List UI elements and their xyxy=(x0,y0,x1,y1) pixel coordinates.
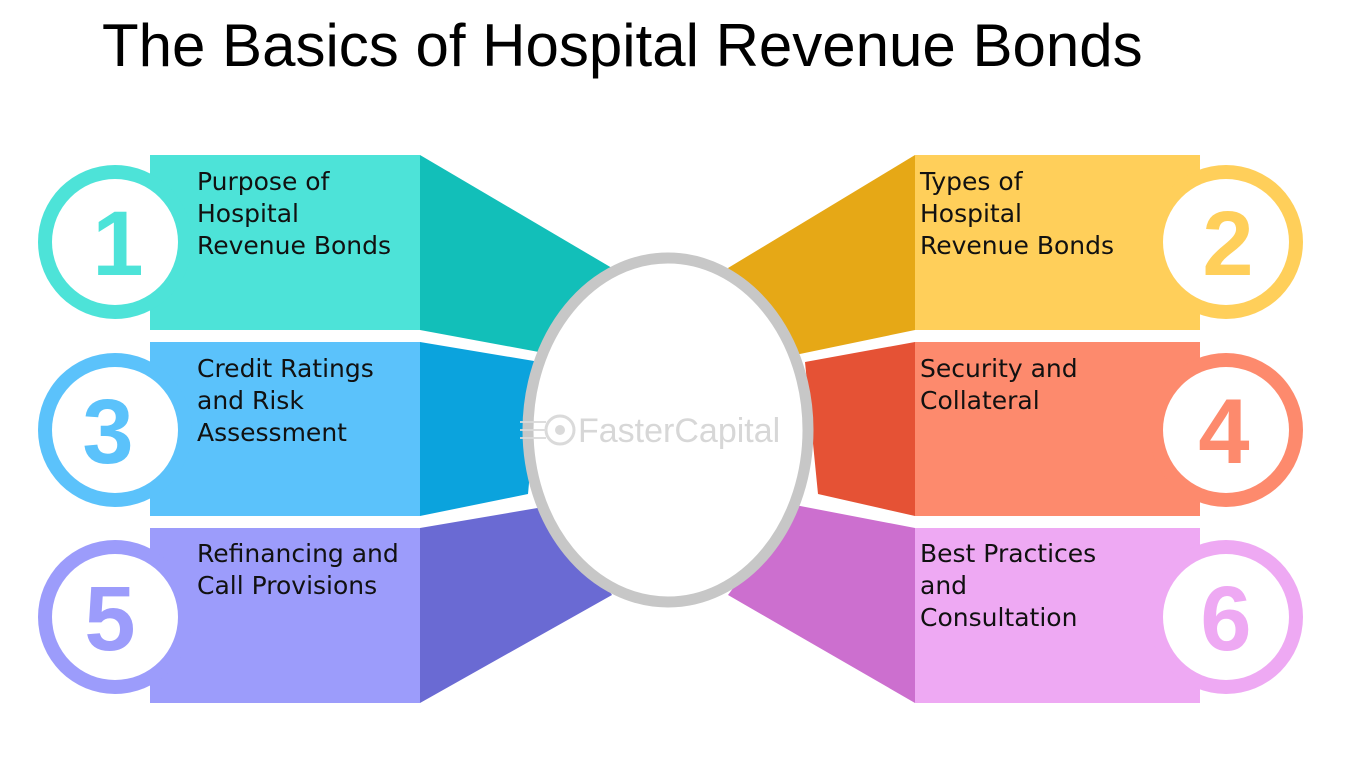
item-3-funnel xyxy=(420,342,540,516)
item-1-funnel xyxy=(420,155,612,355)
item-6-number: 6 xyxy=(1200,568,1251,670)
item-1-label-line-1: Purpose of xyxy=(197,167,331,196)
item-3-label-line-2: and Risk xyxy=(197,386,304,415)
item-2-label-line-2: Hospital xyxy=(920,199,1022,228)
item-2: 2 Types of Hospital Revenue Bonds xyxy=(728,155,1303,355)
item-5-disc xyxy=(52,554,178,680)
item-3-label-line-1: Credit Ratings xyxy=(197,354,374,383)
item-3-disc xyxy=(52,367,178,493)
item-4-funnel xyxy=(805,342,915,516)
item-4-label-line-1: Security and xyxy=(920,354,1078,383)
item-4-number: 4 xyxy=(1198,381,1249,483)
item-6: 6 Best Practices and Consultation xyxy=(728,505,1303,703)
item-6-label-line-2: and xyxy=(920,571,967,600)
item-5-label: Refinancing and Call Provisions xyxy=(197,539,407,600)
item-2-label-line-3: Revenue Bonds xyxy=(920,231,1114,260)
item-4-label: Security and Collateral xyxy=(920,354,1086,415)
item-2-funnel xyxy=(728,155,915,355)
center-hub: FasterCapital xyxy=(520,252,814,608)
item-3-band xyxy=(150,342,420,516)
item-2-number: 2 xyxy=(1202,193,1253,295)
item-6-funnel xyxy=(728,505,915,703)
item-3-number: 3 xyxy=(82,381,133,483)
item-6-disc xyxy=(1163,554,1289,680)
item-2-disc xyxy=(1163,179,1289,305)
item-3-label: Credit Ratings and Risk Assessment xyxy=(197,354,382,447)
item-1-number: 1 xyxy=(92,193,143,295)
item-1-label-line-3: Revenue Bonds xyxy=(197,231,391,260)
item-5-band xyxy=(150,528,420,703)
item-5-number: 5 xyxy=(84,568,135,670)
item-4: 4 Security and Collateral xyxy=(805,342,1303,516)
item-5-funnel xyxy=(420,505,612,703)
item-6-label-line-1: Best Practices xyxy=(920,539,1096,568)
item-1: 1 Purpose of Hospital Revenue Bonds xyxy=(38,155,612,355)
item-1-band xyxy=(150,155,420,330)
item-1-label-line-2: Hospital xyxy=(197,199,299,228)
watermark-logo-icon xyxy=(520,414,576,446)
watermark: FasterCapital xyxy=(578,412,780,450)
item-6-label: Best Practices and Consultation xyxy=(920,539,1104,632)
item-4-disc xyxy=(1163,367,1289,493)
item-1-disc xyxy=(52,179,178,305)
item-6-label-line-3: Consultation xyxy=(920,603,1077,632)
item-5-label-line-2: Call Provisions xyxy=(197,571,377,600)
item-3: 3 Credit Ratings and Risk Assessment xyxy=(38,342,540,516)
item-5: 5 Refinancing and Call Provisions xyxy=(38,505,612,703)
item-4-label-line-2: Collateral xyxy=(920,386,1040,415)
diagram-title: The Basics of Hospital Revenue Bonds xyxy=(102,12,1143,79)
item-3-label-line-3: Assessment xyxy=(197,418,347,447)
item-2-label-line-1: Types of xyxy=(919,167,1024,196)
item-5-label-line-1: Refinancing and xyxy=(197,539,399,568)
item-1-label: Purpose of Hospital Revenue Bonds xyxy=(197,167,391,260)
item-2-label: Types of Hospital Revenue Bonds xyxy=(919,167,1114,260)
